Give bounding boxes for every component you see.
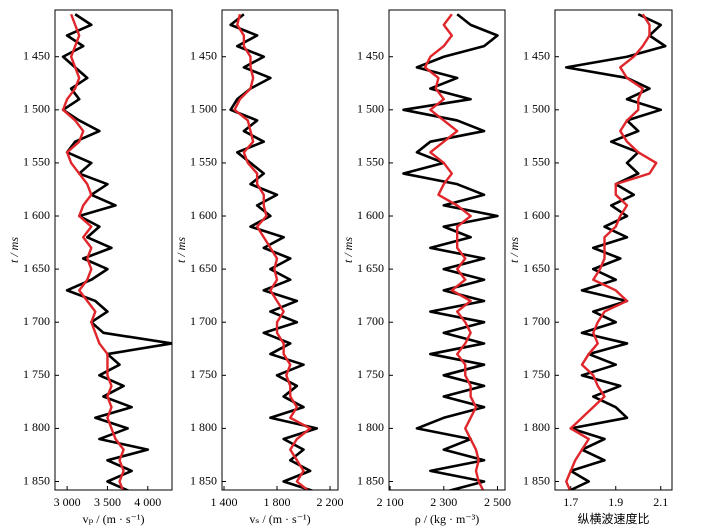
plot-frame [388,9,506,491]
x-tick-label: 4 000 [134,495,161,509]
y-tick-label: 1 800 [523,420,550,434]
y-tick-label: 1 500 [23,102,50,116]
y-tick-label: 1 800 [190,420,217,434]
y-tick-label: 1 750 [357,367,384,381]
plot-frame [221,9,339,491]
y-tick-label: 1 850 [23,473,50,487]
y-tick-label: 1 650 [523,261,550,275]
x-axis-label: vₚ / (m · s⁻¹) [82,512,144,526]
series-line [61,13,125,490]
y-tick-label: 1 700 [357,314,384,328]
x-axis-label: vₛ / (m · s⁻¹) [249,512,310,526]
y-tick-label: 1 550 [190,155,217,169]
x-tick-label: 3 000 [54,495,81,509]
y-tick-label: 1 450 [190,48,217,62]
x-tick-label: 2 500 [484,495,511,509]
y-axis-label: t / ms [507,237,521,263]
series-line [423,13,485,490]
y-tick-label: 1 600 [190,208,217,222]
panel: 1 450 1 500 1 550 1 600 1 650 1 700 1 750 1 800… [341,9,511,526]
y-tick-label: 1 750 [23,367,50,381]
series-line [61,13,172,490]
y-tick-label: 1 800 [23,420,50,434]
y-tick-label: 1 600 [23,208,50,222]
series-line [402,13,499,490]
y-axis-label: t / ms [341,237,355,263]
plot-frame [554,9,673,491]
y-tick-label: 1 700 [523,314,550,328]
y-tick-label: 1 550 [523,155,550,169]
y-axis-label: t / ms [174,237,188,263]
y-tick-label: 1 600 [523,208,550,222]
y-tick-label: 1 750 [523,367,550,381]
y-tick-label: 1 750 [190,367,217,381]
y-tick-label: 1 500 [357,102,384,116]
y-tick-label: 1 500 [523,102,550,116]
x-tick-label: 2 100 [377,495,404,509]
x-tick-label: 1.9 [608,495,623,509]
y-tick-label: 1 800 [357,420,384,434]
panel: 1 450 1 500 1 550 1 600 1 650 1 700 1 750 1 800… [7,9,173,526]
x-axis-label: 纵横波速度比 [577,511,649,526]
x-tick-label: 2 300 [430,495,457,509]
y-tick-label: 1 650 [23,261,50,275]
y-tick-label: 1 550 [23,155,50,169]
series-line [564,13,667,490]
y-tick-label: 1 500 [190,102,217,116]
y-tick-label: 1 650 [357,261,384,275]
x-axis-label: ρ / (kg · m⁻³) [415,512,480,526]
y-axis-label: t / ms [7,237,21,263]
y-tick-label: 1 850 [190,473,217,487]
y-tick-label: 1 600 [357,208,384,222]
y-tick-label: 1 700 [190,314,217,328]
y-tick-label: 1 650 [190,261,217,275]
x-tick-label: 3 500 [94,495,121,509]
x-tick-label: 1 400 [210,495,237,509]
y-tick-label: 1 450 [23,48,50,62]
series-line [565,13,658,490]
y-tick-label: 1 700 [23,314,50,328]
x-tick-label: 1.7 [563,495,578,509]
y-tick-label: 1 850 [357,473,384,487]
y-tick-label: 1 850 [523,473,550,487]
x-tick-label: 2 200 [317,495,344,509]
y-tick-label: 1 550 [357,155,384,169]
x-tick-label: 2.1 [653,495,668,509]
plot-frame [54,9,173,491]
x-tick-label: 1 800 [264,495,291,509]
series-line [233,13,312,490]
panel: 1 450 1 500 1 550 1 600 1 650 1 700 1 750 1 800… [507,9,673,526]
y-tick-label: 1 450 [523,48,550,62]
panel: 1 450 1 500 1 550 1 600 1 650 1 700 1 750 1 800… [174,9,344,526]
y-tick-label: 1 450 [357,48,384,62]
